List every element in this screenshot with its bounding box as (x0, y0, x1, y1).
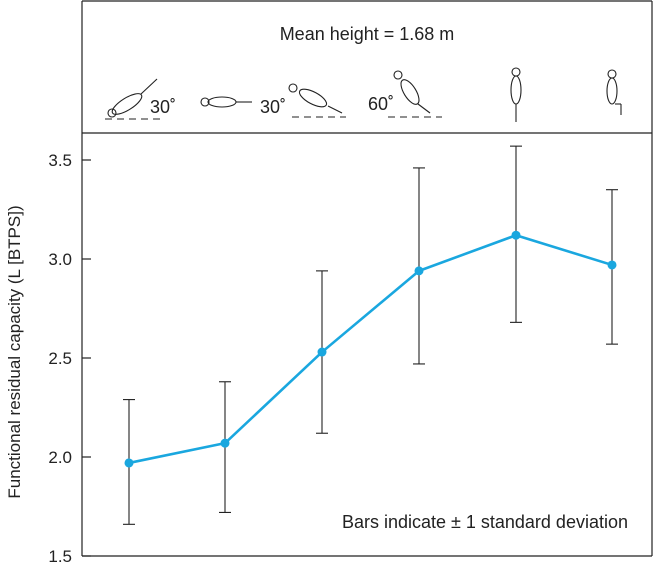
angle-label-2: 30˚ (260, 97, 286, 117)
sitting-icon (606, 69, 622, 115)
chart-frame (81, 0, 653, 557)
data-point (511, 230, 521, 240)
data-point (220, 438, 230, 448)
standing-icon (510, 67, 522, 122)
sitting-reclined-60-icon (388, 70, 442, 118)
supine-icon (200, 96, 252, 108)
data-point (317, 347, 327, 357)
series-line (128, 233, 613, 465)
y-tick-label: 3.5 (48, 151, 72, 170)
y-axis-title: Functional residual capacity (L [BTPS]) (5, 205, 24, 498)
supine-head-up-30-icon (288, 83, 346, 118)
y-tick-label: 3.0 (48, 250, 72, 269)
data-point (414, 266, 424, 276)
y-axis-ticks: 1.5 2.0 2.5 3.0 3.5 (48, 151, 91, 566)
series-line-group (124, 230, 617, 468)
posture-icons (105, 67, 622, 122)
angle-label-1: 30˚ (150, 97, 176, 117)
y-tick-label: 2.5 (48, 349, 72, 368)
y-tick-label: 1.5 (48, 547, 72, 566)
data-point (124, 458, 134, 468)
data-point (607, 260, 617, 270)
supine-head-down-30-icon (105, 78, 165, 120)
error-bar-note: Bars indicate ± 1 standard deviation (342, 512, 628, 532)
mean-height-label: Mean height = 1.68 m (280, 24, 455, 44)
error-bars (123, 145, 618, 525)
y-tick-label: 2.0 (48, 448, 72, 467)
angle-label-3: 60˚ (368, 94, 394, 114)
